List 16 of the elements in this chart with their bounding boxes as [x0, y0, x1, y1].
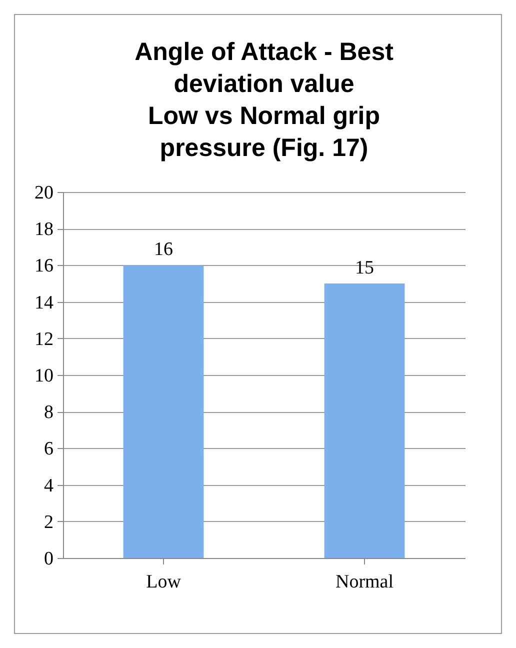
- data-label: 16: [154, 239, 173, 260]
- x-tick-label: Low: [146, 572, 182, 592]
- y-tick-label: 6: [44, 438, 54, 460]
- y-tick-label: 8: [44, 402, 54, 424]
- y-tick-label: 4: [44, 475, 54, 496]
- x-tick-label: Normal: [335, 572, 394, 592]
- y-tick-label: 18: [34, 219, 54, 240]
- chart-title: Angle of Attack - Best deviation value Low vs Normal grip pressure (Fig. 17): [134, 38, 394, 162]
- y-tick-label: 2: [44, 512, 54, 533]
- y-tick-label: 16: [34, 256, 54, 277]
- y-tick-label: 10: [34, 366, 54, 386]
- y-tick-label: 14: [34, 292, 54, 314]
- y-tick-label: 20: [34, 182, 54, 204]
- y-tick-label: 0: [44, 548, 54, 570]
- y-tick-label: 12: [34, 328, 54, 350]
- data-label: 15: [355, 258, 374, 278]
